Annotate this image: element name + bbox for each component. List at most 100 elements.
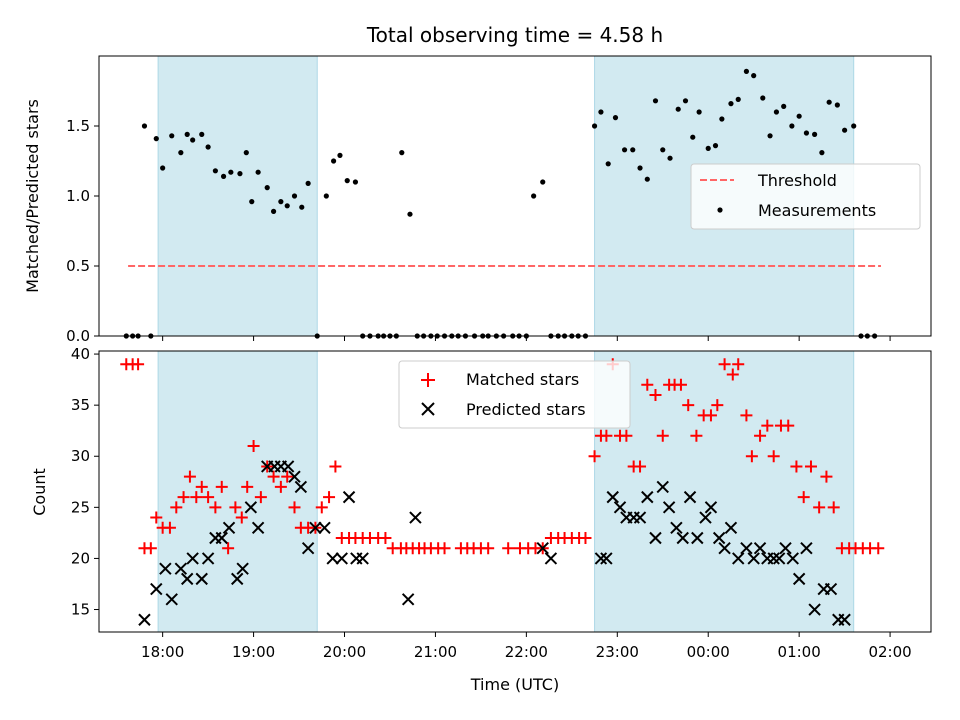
predicted-star-point	[150, 582, 163, 596]
measurement-point	[781, 103, 787, 109]
predicted-star-point	[356, 552, 369, 565]
predicted-star-point	[201, 552, 215, 565]
predicted-star-point	[779, 542, 792, 555]
predicted-star-point	[732, 552, 745, 565]
measurement-point	[337, 152, 343, 158]
measurement-point	[605, 161, 611, 167]
measurements-legend-icon	[717, 207, 723, 213]
matched-star-point	[438, 542, 451, 555]
count-x-tick-label: 22:00	[505, 643, 548, 661]
measurement-point	[205, 144, 211, 150]
predicted-star-point	[633, 511, 647, 524]
x-axis-label: Time (UTC)	[470, 675, 559, 694]
measurement-point	[696, 109, 702, 115]
predicted-star-point	[704, 501, 718, 514]
matched-star-point	[820, 470, 833, 483]
matched-star-point	[190, 491, 203, 504]
matched-star-point	[281, 470, 294, 483]
predicted-legend-icon	[421, 402, 435, 416]
predicted-star-point	[215, 531, 228, 545]
measurement-point	[598, 109, 604, 115]
predicted-legend-label: Predicted stars	[466, 400, 586, 419]
chart-title: Total observing time = 4.58 h	[366, 23, 663, 47]
matched-star-point	[329, 460, 342, 473]
measurement-point	[789, 123, 795, 129]
measurement-point	[299, 204, 305, 210]
matched-legend-icon	[421, 373, 435, 387]
measurement-point	[323, 193, 329, 199]
predicted-star-point	[724, 521, 738, 534]
measurement-point	[637, 165, 643, 171]
count-y-tick-label: 25	[71, 498, 90, 516]
predicted-star-point	[222, 521, 236, 534]
predicted-star-point	[138, 613, 151, 626]
predicted-star-point	[699, 511, 712, 524]
measurement-point	[803, 130, 810, 136]
predicted-star-point	[718, 542, 731, 555]
matched-star-point	[767, 450, 780, 463]
matched-star-point	[827, 501, 840, 514]
predicted-star-point	[159, 562, 172, 575]
matched-star-point	[634, 460, 647, 473]
predicted-star-point	[180, 572, 194, 586]
measurement-point	[531, 193, 537, 199]
predicted-star-point	[712, 531, 726, 545]
predicted-star-point	[342, 490, 356, 504]
matched-star-point	[579, 531, 592, 544]
predicted-star-point	[838, 613, 851, 626]
measurement-point	[719, 116, 725, 122]
measurement-point	[834, 102, 840, 108]
matched-star-point	[482, 542, 495, 555]
matched-star-point	[649, 388, 662, 401]
predicted-star-point	[536, 542, 549, 555]
measurement-point	[255, 169, 261, 175]
count-panel: 15 20 25 30 35 40 18:00 19:00 20:00 21:00 22:00 23…	[30, 345, 932, 694]
count-x-tick-label: 21:00	[414, 643, 457, 661]
predicted-star-point	[824, 582, 838, 596]
measurement-point	[228, 169, 234, 175]
measurement-point	[705, 145, 711, 151]
measurement-point	[199, 131, 205, 137]
measurement-point	[743, 68, 750, 74]
matched-star-point	[202, 491, 215, 504]
measurement-point	[767, 133, 773, 139]
count-x-tick-label: 00:00	[687, 643, 730, 661]
predicted-star-point	[808, 603, 821, 616]
measurement-point	[612, 115, 619, 121]
predicted-star-point	[244, 501, 258, 514]
count-y-axis-label: Count	[30, 468, 49, 516]
predicted-star-point	[409, 511, 422, 524]
measurement-point	[796, 113, 802, 119]
measurement-point	[305, 180, 311, 186]
matched-star-point	[704, 409, 717, 422]
measurement-point	[540, 179, 546, 185]
measurement-point	[344, 178, 350, 184]
matched-legend-label: Matched stars	[466, 370, 579, 389]
matched-star-point	[600, 429, 613, 442]
ratio-legend: Threshold Measurements	[690, 163, 921, 230]
matched-star-point	[718, 358, 731, 371]
predicted-star-point	[606, 490, 619, 504]
count-legend: Matched stars Predicted stars	[398, 360, 631, 429]
predicted-star-point	[165, 593, 178, 606]
predicted-star-point	[301, 542, 315, 555]
matched-star-point	[274, 480, 287, 493]
measurement-point	[184, 131, 190, 137]
predicted-star-point	[600, 552, 613, 565]
predicted-star-point	[186, 552, 199, 565]
matched-star-point	[797, 491, 810, 504]
matched-star-point	[740, 409, 753, 422]
ratio-legend-box	[690, 163, 921, 230]
matched-star-point	[241, 480, 254, 493]
count-x-tick-label: 02:00	[868, 643, 911, 661]
matched-star-point	[674, 378, 687, 391]
matched-star-point	[323, 491, 336, 504]
matched-star-point	[782, 419, 795, 432]
observing-window-span	[594, 351, 854, 632]
count-x-tick-label: 19:00	[232, 643, 275, 661]
matched-star-point	[235, 511, 248, 524]
measurement-point	[169, 133, 175, 139]
measurement-point	[212, 168, 218, 174]
measurement-point	[284, 203, 290, 209]
matched-star-point	[726, 368, 739, 381]
